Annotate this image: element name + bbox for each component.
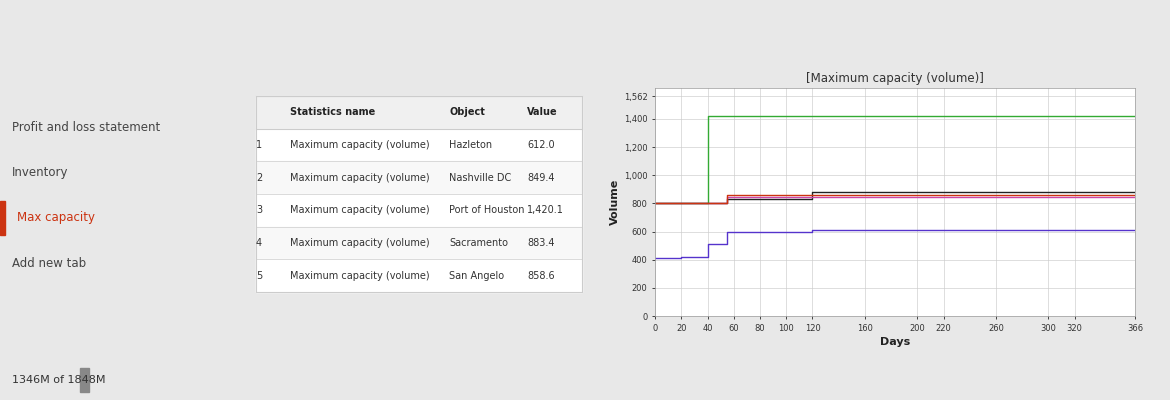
Text: Maximum capacity (volume): Maximum capacity (volume) <box>290 172 429 182</box>
Bar <box>256 161 581 194</box>
Text: Maximum capacity (volume): Maximum capacity (volume) <box>290 205 429 215</box>
Bar <box>256 194 581 226</box>
Text: 849.4: 849.4 <box>528 172 555 182</box>
Text: Sacramento: Sacramento <box>449 238 508 248</box>
Text: 1346M of 1848M: 1346M of 1848M <box>12 375 105 385</box>
Bar <box>256 96 581 128</box>
Text: Max capacity: Max capacity <box>18 212 95 224</box>
Text: 883.4: 883.4 <box>528 238 555 248</box>
Title: [Maximum capacity (volume)]: [Maximum capacity (volume)] <box>806 72 984 86</box>
Text: San Angelo: San Angelo <box>449 270 504 280</box>
Text: 2: 2 <box>256 172 262 182</box>
Text: 5: 5 <box>256 270 262 280</box>
Text: Inventory: Inventory <box>12 166 69 179</box>
X-axis label: Days: Days <box>880 337 910 347</box>
Bar <box>256 96 581 292</box>
Text: Value: Value <box>528 107 558 117</box>
Text: Port of Houston: Port of Houston <box>449 205 525 215</box>
Bar <box>256 128 581 161</box>
Text: Object: Object <box>449 107 486 117</box>
Bar <box>256 226 581 259</box>
Text: Profit and loss statement: Profit and loss statement <box>12 121 160 134</box>
Text: 3: 3 <box>256 205 262 215</box>
Text: Statistics name: Statistics name <box>290 107 376 117</box>
Bar <box>0 201 5 235</box>
Text: 1,420.1: 1,420.1 <box>528 205 564 215</box>
Text: 4: 4 <box>256 238 262 248</box>
Text: Hazleton: Hazleton <box>449 140 493 150</box>
Text: 1: 1 <box>256 140 262 150</box>
Text: Maximum capacity (volume): Maximum capacity (volume) <box>290 238 429 248</box>
Text: 858.6: 858.6 <box>528 270 555 280</box>
Bar <box>256 96 581 292</box>
Text: Maximum capacity (volume): Maximum capacity (volume) <box>290 270 429 280</box>
Text: Maximum capacity (volume): Maximum capacity (volume) <box>290 140 429 150</box>
Y-axis label: Volume: Volume <box>610 179 620 225</box>
Text: Nashville DC: Nashville DC <box>449 172 511 182</box>
Text: Add new tab: Add new tab <box>12 257 87 270</box>
Bar <box>80 368 89 392</box>
Bar <box>256 259 581 292</box>
Text: 612.0: 612.0 <box>528 140 555 150</box>
